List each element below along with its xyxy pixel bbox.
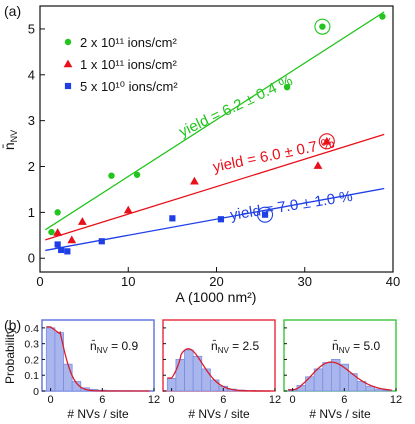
hist-x-tick-label: 12 (390, 394, 402, 406)
mean-label: n̄NV = 0.9 (90, 339, 138, 355)
histogram-bar (201, 368, 211, 392)
data-point-circle (283, 83, 291, 91)
x-tick-label: 40 (386, 274, 400, 289)
histogram-bar (305, 376, 315, 392)
poisson-fit-curve (46, 326, 150, 392)
fit-line-triangle (45, 133, 385, 241)
highlight-ring (318, 133, 335, 150)
y-tick-label: 3 (28, 113, 35, 128)
legend-marker-triangle (63, 59, 73, 68)
legend-entry: 5 x 10¹⁰ ions/cm² (80, 79, 178, 94)
x-tick-label: 10 (121, 274, 135, 289)
hist-x-tick-label: 0 (169, 394, 175, 406)
y-tick-label: 1 (28, 205, 35, 220)
data-point-triangle (77, 217, 87, 225)
panel-a-label: (a) (4, 3, 21, 19)
y-tick-label: 0 (28, 251, 35, 266)
data-point-square (54, 241, 61, 248)
highlight-ring (256, 206, 274, 223)
hist-x-axis-label: # NVs / site (188, 407, 250, 421)
hist-y-tick-label: 0.4 (24, 323, 39, 335)
y-axis-label-main: n̄ (1, 142, 17, 150)
hist-x-tick-label: 6 (99, 394, 105, 406)
data-point-square (169, 215, 176, 222)
data-point-circle (108, 172, 115, 179)
yield-annotation: yield = 7.0 ± 1.0 % (229, 188, 354, 224)
data-point-triangle (67, 235, 77, 244)
histogram-bar (322, 362, 332, 392)
data-point-square (217, 216, 225, 223)
hist-x-axis-label: # NVs / site (309, 407, 371, 421)
hist-x-tick-label: 6 (341, 394, 347, 406)
hist-x-tick-label: 12 (269, 394, 281, 406)
legend-marker-circle (64, 38, 72, 46)
legend-entry: 2 x 10¹¹ ions/cm² (80, 35, 177, 50)
histogram-bar (365, 385, 375, 392)
mean-label: n̄NV = 5.0 (332, 339, 380, 355)
data-point-square (58, 246, 65, 254)
hist-x-axis-label: # NVs / site (67, 407, 129, 421)
data-point-triangle (313, 161, 323, 169)
x-tick-label: 20 (209, 274, 223, 289)
data-point-triangle (123, 205, 133, 214)
main-scatter-plot: 0 10 20 30 40 0 1 2 3 4 5 2 x 10¹¹ ions/cm² 1 x 10¹… (1, 5, 400, 305)
hist-y-tick-label: 0.3 (24, 339, 39, 351)
data-point-square (98, 238, 105, 245)
fit-line-circle (44, 11, 385, 231)
histogram-panel: 0 6 12 # NVs / site n̄NV = 2.5 (162, 319, 281, 421)
histogram-panel: 0 6 12 # NVs / site n̄NV = 5.0 (283, 319, 402, 421)
histogram-panel: 0 6 12 0 0.1 0.2 0.3 0.4 # NVs / site n̄NV = 0.9 (24, 319, 160, 421)
data-point-circle (319, 23, 326, 30)
x-tick-label: 0 (36, 274, 43, 289)
data-point-triangle (322, 136, 332, 145)
highlight-ring (314, 18, 331, 35)
y-tick-label: 2 (28, 159, 35, 174)
data-point-square (64, 248, 71, 255)
hist-x-tick-label: 0 (290, 394, 296, 406)
mean-label: n̄NV = 2.5 (211, 339, 259, 355)
hist-x-tick-label: 12 (148, 394, 160, 406)
y-tick-label: 5 (28, 21, 35, 36)
hist-x-tick-label: 0 (48, 394, 54, 406)
hist-y-tick-label: 0.1 (24, 370, 39, 382)
hist-y-axis-label: Probability (3, 328, 17, 384)
data-point-circle (379, 13, 386, 20)
hist-x-tick-label: 6 (220, 394, 226, 406)
data-point-circle (54, 209, 61, 216)
legend-entry: 1 x 10¹¹ ions/cm² (80, 57, 177, 72)
y-axis-label-sub: NV (9, 130, 19, 143)
svg-text:n̄NV: n̄NV (1, 130, 19, 150)
data-point-triangle (190, 176, 199, 185)
hist-y-tick-label: 0 (33, 386, 39, 398)
y-axis-label: n̄NV (1, 130, 19, 150)
histogram-bar (313, 368, 324, 392)
legend: 2 x 10¹¹ ions/cm² 1 x 10¹¹ ions/cm² 5 x 10… (63, 35, 178, 94)
data-point-triangle (53, 228, 63, 236)
legend-marker-square (64, 82, 72, 90)
x-axis-label: A (1000 nm²) (176, 289, 257, 305)
histogram-bar (209, 379, 220, 392)
poisson-fit-curve (288, 361, 392, 391)
data-point-circle (133, 171, 141, 178)
data-point-square (261, 211, 269, 218)
histogram-bar (184, 349, 194, 392)
y-tick-label: 4 (28, 67, 35, 82)
panel-b-label: (b) (4, 317, 21, 333)
hist-y-tick-label: 0.2 (24, 354, 39, 366)
data-point-circle (48, 228, 55, 236)
x-tick-label: 30 (298, 274, 312, 289)
poisson-fit-curve (167, 348, 271, 392)
histogram-bar (71, 381, 82, 392)
histogram-bar (45, 327, 56, 392)
yield-annotation: yield = 6.2 ± 0.4 % (176, 72, 295, 141)
histogram-bar (175, 359, 185, 392)
histogram-bar (63, 363, 73, 392)
